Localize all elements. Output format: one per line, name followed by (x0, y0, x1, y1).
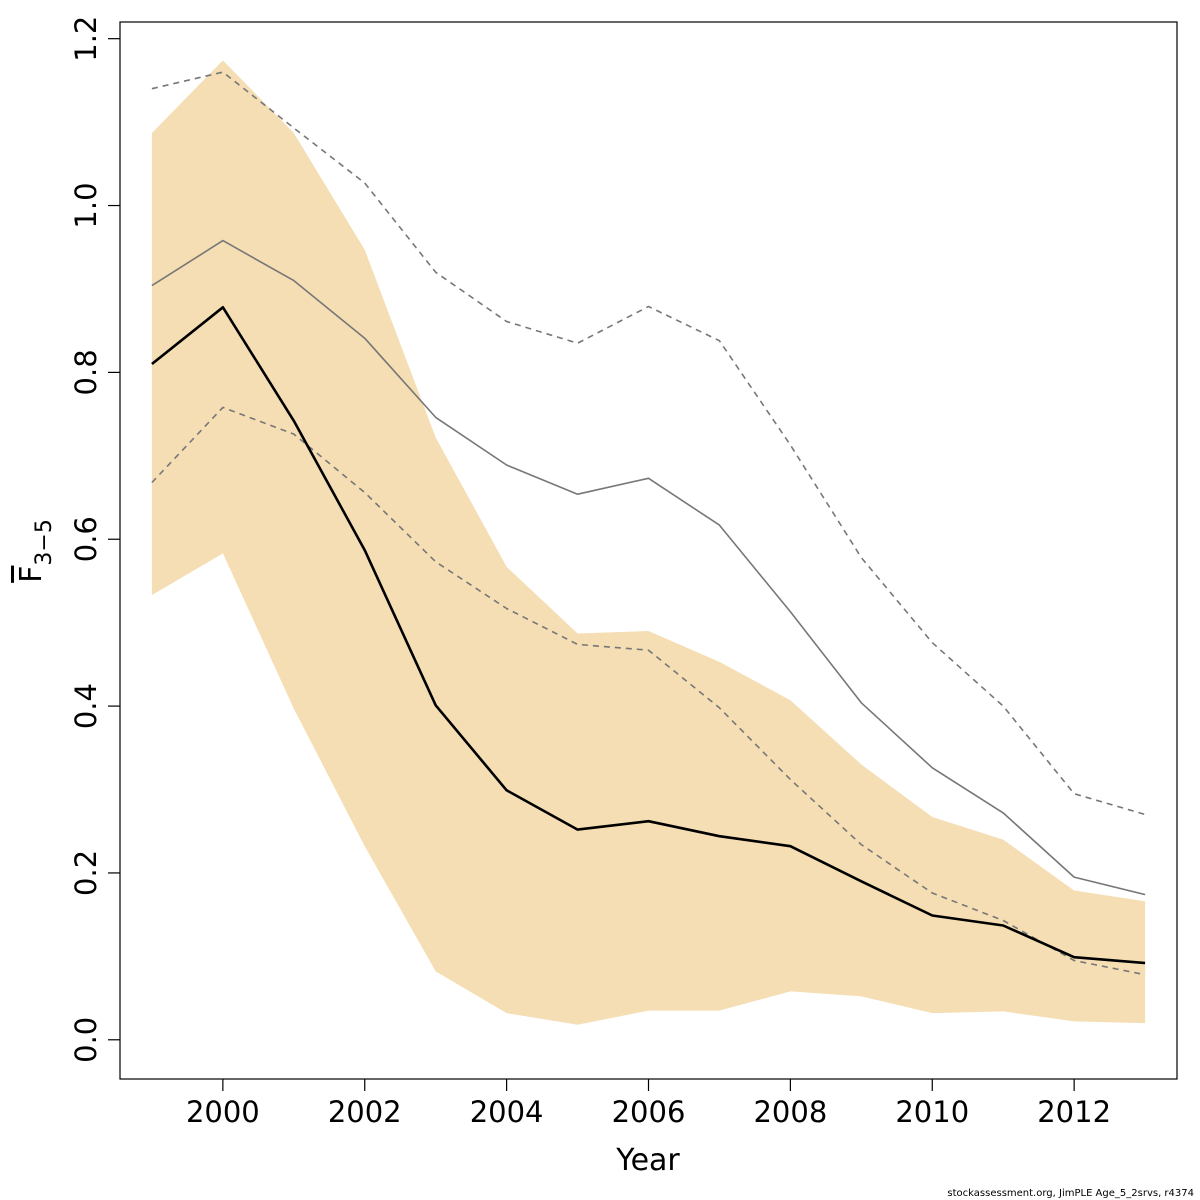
y-tick-label-0.2: 0.2 (69, 850, 103, 896)
x-tick-label-2006: 2006 (612, 1095, 686, 1129)
x-tick-label-2012: 2012 (1037, 1095, 1111, 1129)
x-tick-label-2000: 2000 (186, 1095, 260, 1129)
x-axis-title: Year (615, 1143, 680, 1178)
footnote: stockassessment.org, JimPLE Age_5_2srvs,… (947, 1188, 1194, 1199)
y-tick-label-0.8: 0.8 (69, 349, 103, 395)
y-axis-title-subscript: 3−5 (32, 519, 57, 565)
y-tick-label-0.4: 0.4 (69, 683, 103, 729)
y-tick-label-0.6: 0.6 (69, 516, 103, 562)
y-axis: 0.0 0.2 0.4 0.6 0.8 1.0 1.2 (69, 16, 120, 1063)
y-axis-title: F3−5 (14, 519, 57, 583)
x-tick-label-2008: 2008 (753, 1095, 827, 1129)
series-line-dashed-upper (151, 71, 1146, 816)
x-tick-label-2004: 2004 (470, 1095, 544, 1129)
series-layer (151, 71, 1146, 976)
x-tick-label-2010: 2010 (895, 1095, 969, 1129)
series-line-dashed-lower (151, 406, 1146, 976)
confidence-band-layer (151, 60, 1146, 1025)
y-tick-label-1.0: 1.0 (69, 182, 103, 228)
svg-text:F3−5: F3−5 (14, 519, 57, 583)
y-tick-label-0.0: 0.0 (69, 1017, 103, 1063)
series-line-solid-thin (151, 239, 1146, 896)
confidence-band (151, 60, 1146, 1025)
x-tick-label-2002: 2002 (328, 1095, 402, 1129)
x-axis: 2000 2002 2004 2006 2008 2010 2012 (186, 1079, 1111, 1129)
series-line-solid-thick (151, 305, 1146, 965)
y-tick-label-1.2: 1.2 (69, 16, 103, 62)
y-axis-title-main: F (14, 566, 49, 583)
